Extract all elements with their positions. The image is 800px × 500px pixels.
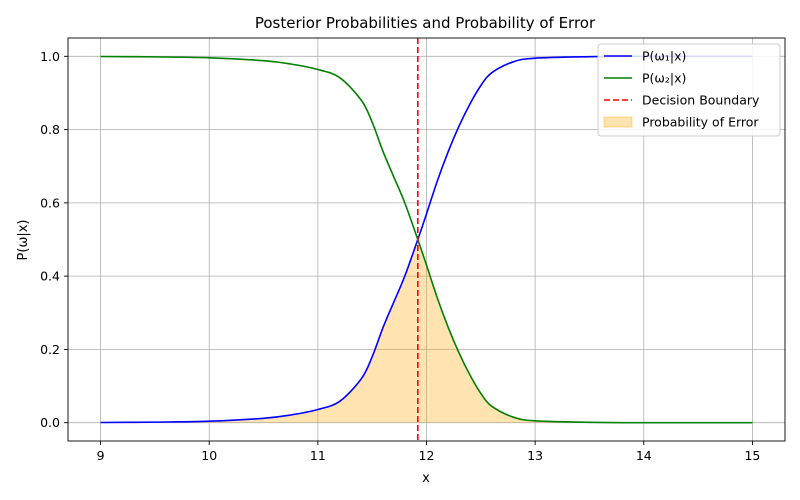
y-tick-label: 0.2 xyxy=(40,342,60,357)
y-tick-label: 1.0 xyxy=(40,49,60,64)
series-line-2 xyxy=(100,55,753,424)
chart-title: Posterior Probabilities and Probability … xyxy=(255,14,596,32)
x-tick-label: 9 xyxy=(97,448,105,463)
legend-label: Probability of Error xyxy=(642,115,759,130)
x-tick-label: 10 xyxy=(201,448,217,463)
legend-label: Decision Boundary xyxy=(642,93,760,108)
error-region-area xyxy=(100,239,753,423)
legend-label: P(ω₂|x) xyxy=(642,71,686,86)
x-tick-label: 13 xyxy=(527,448,543,463)
legend-label: P(ω₁|x) xyxy=(642,49,686,64)
x-axis-label: x xyxy=(422,471,430,486)
x-tick-label: 14 xyxy=(636,448,652,463)
legend-swatch xyxy=(603,116,633,128)
y-tick-label: 0.6 xyxy=(40,195,60,210)
x-tick-label: 11 xyxy=(310,448,326,463)
legend: P(ω₁|x) P(ω₂|x) Decision Boundary Probabili… xyxy=(597,43,781,137)
y-axis-label: P(ω|x) xyxy=(16,220,31,261)
y-tick-label: 0.4 xyxy=(40,269,60,284)
x-tick-label: 12 xyxy=(419,448,435,463)
y-tick-label: 0.0 xyxy=(40,415,60,430)
legend-box xyxy=(597,43,781,137)
x-tick-label: 15 xyxy=(744,448,760,463)
y-tick-label: 0.8 xyxy=(40,122,60,137)
series-line-1 xyxy=(100,55,753,424)
